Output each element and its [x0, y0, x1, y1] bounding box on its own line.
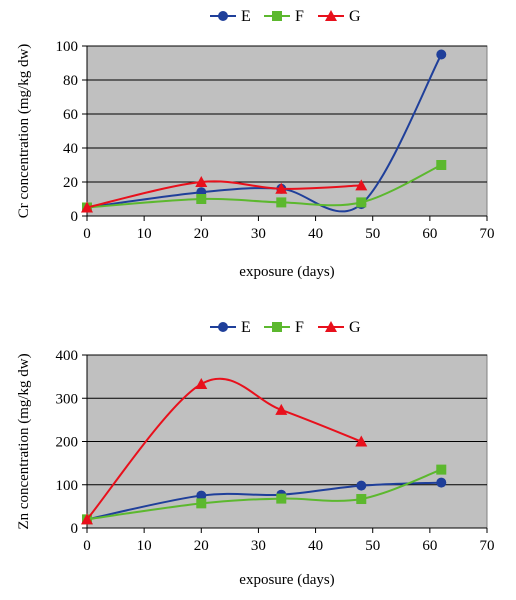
- data-point: [196, 490, 207, 501]
- data-point: [275, 182, 288, 194]
- legend-marker: [272, 11, 282, 21]
- legend-label: F: [295, 319, 304, 336]
- x-axis-title: exposure (days): [239, 264, 334, 280]
- x-tick-label: 30: [251, 226, 266, 242]
- legend-item-E: E: [210, 8, 251, 25]
- legend-item-G: G: [318, 8, 361, 25]
- legend-label: G: [349, 319, 361, 336]
- legend-marker: [218, 322, 228, 332]
- data-point: [196, 498, 207, 509]
- data-point: [275, 403, 288, 415]
- data-point: [436, 160, 447, 170]
- chart-2: 0 100 200 300 400 0 10 20 30 40 50 60 70 exposure (da…: [16, 319, 495, 588]
- legend-item-E: E: [210, 319, 251, 336]
- legend-label: E: [241, 8, 251, 25]
- x-tick-label: 60: [422, 226, 437, 242]
- y-tick-label: 40: [63, 141, 78, 157]
- plot-area: [86, 45, 488, 217]
- legend-marker: [325, 321, 337, 332]
- x-tick-label: 50: [365, 538, 380, 554]
- data-point: [276, 197, 287, 208]
- y-tick-label: 60: [63, 107, 78, 123]
- x-tick-label: 70: [480, 226, 495, 242]
- series-line: [86, 54, 443, 213]
- x-tick-label: 40: [308, 226, 323, 242]
- x-tick-label: 30: [251, 538, 266, 554]
- series-line: [86, 377, 362, 520]
- y-tick-label: 100: [56, 39, 79, 55]
- x-tick-label: 70: [480, 538, 495, 554]
- legend-label: G: [349, 8, 361, 25]
- y-tick-label: 0: [71, 209, 79, 225]
- legend-marker: [272, 322, 282, 332]
- x-tick-label: 0: [83, 538, 91, 554]
- data-point: [355, 435, 368, 447]
- legend-item-F: F: [264, 8, 304, 25]
- data-point: [81, 201, 93, 213]
- x-axis-title: exposure (days): [239, 572, 334, 588]
- series-line: [86, 180, 362, 209]
- y-axis-title: Cr concentration (mg/kg dw): [16, 44, 32, 219]
- legend-marker: [325, 10, 337, 21]
- legend-marker: [218, 11, 228, 21]
- chart-1: 0 20 40 60 80 100 0 10 20 30 40 50 60 70 exposure (day…: [16, 8, 495, 280]
- x-tick-label: 40: [308, 538, 323, 554]
- y-tick-label: 200: [56, 435, 79, 451]
- y-axis-title: Zn concentration (mg/kg dw): [16, 353, 32, 529]
- data-point: [355, 179, 368, 191]
- x-tick-label: 50: [365, 226, 380, 242]
- x-tick-label: 10: [137, 226, 152, 242]
- y-tick-label: 20: [63, 175, 78, 191]
- data-point: [81, 513, 93, 525]
- legend: E F G: [210, 8, 361, 25]
- data-point: [195, 176, 208, 187]
- y-tick-label: 300: [56, 391, 79, 407]
- legend-label: E: [241, 319, 251, 336]
- series-G: [81, 176, 368, 213]
- series-G: [81, 377, 368, 525]
- data-point: [356, 494, 367, 505]
- y-tick-label: 100: [56, 478, 79, 494]
- data-point: [436, 49, 447, 60]
- data-point: [356, 480, 367, 491]
- legend-label: F: [295, 8, 304, 25]
- y-tick-label: 400: [56, 348, 79, 364]
- x-tick-label: 10: [137, 538, 152, 554]
- x-tick-label: 60: [422, 538, 437, 554]
- data-point: [436, 477, 447, 488]
- data-point: [196, 194, 207, 204]
- legend-item-G: G: [318, 319, 361, 336]
- y-tick-label: 0: [71, 521, 79, 537]
- y-tick-label: 80: [63, 73, 78, 89]
- legend-item-F: F: [264, 319, 304, 336]
- x-tick-label: 0: [83, 226, 91, 242]
- legend: E F G: [210, 319, 361, 336]
- x-tick-label: 20: [194, 226, 209, 242]
- data-point: [436, 464, 447, 475]
- data-point: [356, 197, 367, 208]
- x-tick-label: 20: [194, 538, 209, 554]
- data-point: [276, 493, 287, 504]
- data-point: [195, 377, 208, 389]
